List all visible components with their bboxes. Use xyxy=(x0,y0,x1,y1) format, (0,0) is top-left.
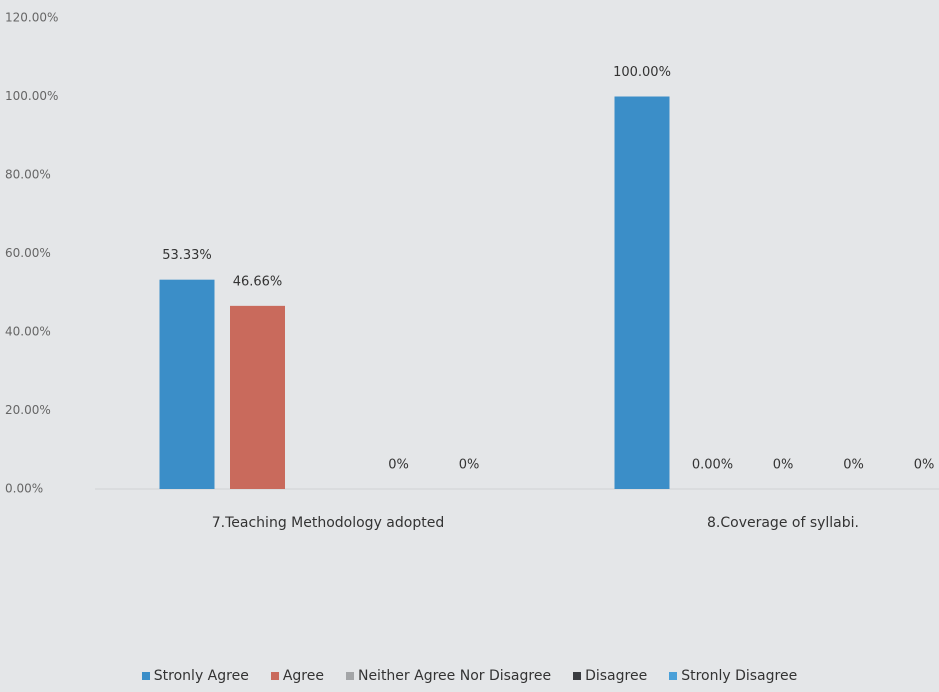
legend-item: Neither Agree Nor Disagree xyxy=(345,668,552,684)
data-label: 0% xyxy=(773,458,794,473)
legend-swatch xyxy=(141,672,150,680)
y-tick-label: 0.00% xyxy=(5,482,43,496)
legend: Stronly Agree Agree Neither Agree Nor Disa… xyxy=(0,668,939,684)
y-tick-label: 40.00% xyxy=(5,325,51,339)
data-label: 46.66% xyxy=(233,274,283,289)
data-label: 100.00% xyxy=(613,65,671,80)
legend-item: Stronly Agree xyxy=(141,668,249,684)
legend-label: Stronly Disagree xyxy=(681,668,798,684)
legend-item: Agree xyxy=(270,668,324,684)
chart: 0.00% 20.00% 40.00% 60.00% 80.00% 100.00% 120.… xyxy=(5,11,939,531)
x-tick-label: 7.Teaching Methodology adopted xyxy=(212,515,444,531)
y-tick-label: 60.00% xyxy=(5,246,51,260)
y-tick-label: 120.00% xyxy=(5,11,58,25)
data-label: 0% xyxy=(843,458,864,473)
y-tick-label: 100.00% xyxy=(5,89,58,103)
legend-label: Agree xyxy=(282,668,324,684)
legend-label: Stronly Agree xyxy=(153,668,249,684)
data-label: 0.00% xyxy=(692,458,733,473)
legend-swatch xyxy=(669,672,678,680)
bar xyxy=(614,96,670,489)
y-tick-label: 20.00% xyxy=(5,403,51,417)
legend-label: Disagree xyxy=(585,668,648,684)
legend-swatch xyxy=(573,672,582,680)
legend-swatch xyxy=(345,672,354,680)
legend-item: Disagree xyxy=(573,668,647,684)
data-label: 0% xyxy=(459,458,480,473)
y-tick-label: 80.00% xyxy=(5,168,51,182)
legend-swatch xyxy=(270,672,279,680)
bar xyxy=(230,305,285,489)
legend-label: Neither Agree Nor Disagree xyxy=(357,668,552,684)
bar xyxy=(159,279,215,489)
legend-item: Stronly Disagree xyxy=(669,668,797,684)
data-label: 0% xyxy=(914,458,935,473)
data-label: 0% xyxy=(388,458,409,473)
data-label: 53.33% xyxy=(162,248,212,263)
x-tick-label: 8.Coverage of syllabi. xyxy=(707,515,859,531)
